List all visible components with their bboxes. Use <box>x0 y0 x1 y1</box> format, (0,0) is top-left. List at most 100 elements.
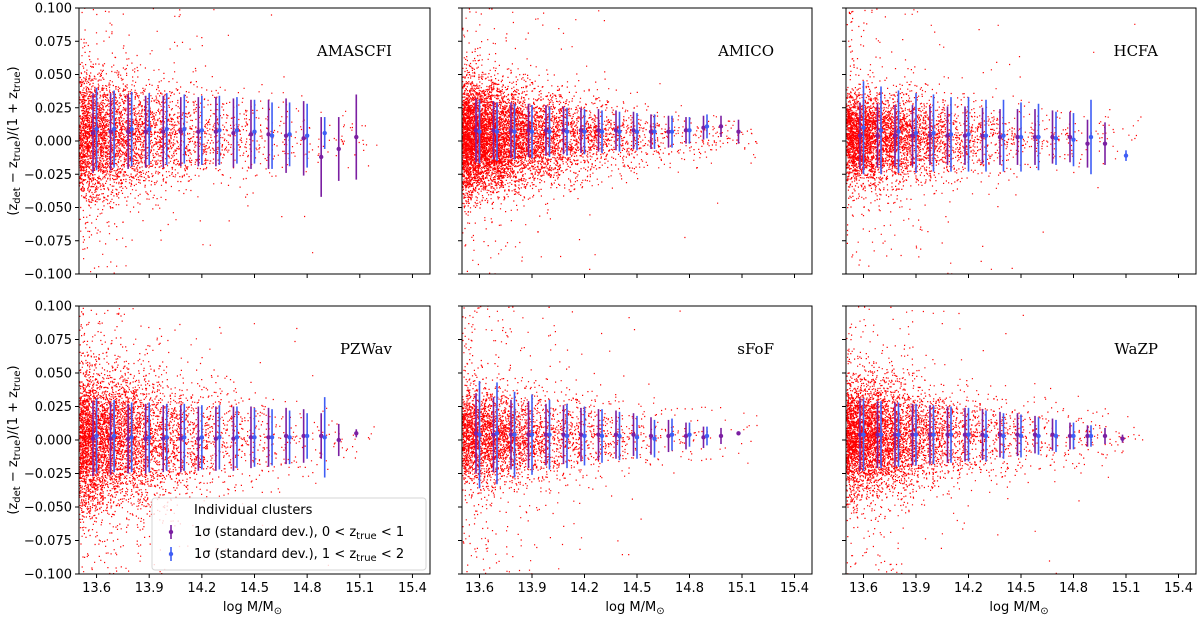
data-point <box>913 130 919 136</box>
x-axis-label: log M/M⊙ <box>223 600 282 617</box>
data-point <box>617 433 622 439</box>
y-tick-label: 0.025 <box>35 400 72 415</box>
data-point <box>896 432 901 437</box>
x-tick-label: 13.6 <box>849 581 878 596</box>
data-point <box>704 124 710 129</box>
data-point <box>1085 141 1090 146</box>
data-point <box>683 433 689 439</box>
data-point <box>980 432 985 437</box>
legend-marker-dot <box>170 509 172 511</box>
y-tick-label: 0.050 <box>35 367 72 382</box>
scatter-points <box>462 8 758 274</box>
data-point <box>473 431 479 436</box>
errorbar-series-low-z <box>857 102 1108 169</box>
data-point <box>1102 141 1108 146</box>
x-axis-label: log M/M⊙ <box>989 600 1048 617</box>
data-point <box>578 432 584 437</box>
scatter-points <box>846 8 1142 274</box>
data-point <box>231 130 236 136</box>
scatter-points <box>79 8 378 274</box>
panel-title: PZWav <box>340 340 393 358</box>
data-point <box>301 136 306 141</box>
data-point <box>301 433 306 439</box>
x-tick-label: 13.6 <box>82 581 111 596</box>
data-point <box>494 431 500 436</box>
y-axis-label: (zdet − ztrue)/(1 + ztrue) <box>6 365 23 514</box>
data-point <box>494 129 500 134</box>
x-tick-label: 14.2 <box>570 581 599 596</box>
data-point <box>910 133 915 138</box>
data-point <box>669 432 675 437</box>
data-point <box>861 432 866 437</box>
data-point <box>910 432 915 437</box>
x-tick-label: 14.2 <box>187 581 216 596</box>
data-point <box>582 129 587 134</box>
data-point <box>266 132 271 137</box>
x-tick-label: 14.5 <box>623 581 652 596</box>
data-point <box>196 436 201 441</box>
data-point <box>1067 433 1073 439</box>
x-tick-label: 15.1 <box>1112 581 1141 596</box>
y-tick-label: 0.075 <box>35 35 72 50</box>
y-tick-label: 0.100 <box>35 2 72 17</box>
data-point <box>318 433 324 439</box>
data-point <box>283 133 289 138</box>
data-point <box>125 436 131 441</box>
data-point <box>178 436 183 441</box>
errorbar-series-low-z <box>473 98 741 163</box>
data-point <box>1053 433 1059 439</box>
x-tick-label: 14.8 <box>1059 581 1088 596</box>
legend-entry-label: Individual clusters <box>194 503 313 518</box>
y-tick-label: −0.025 <box>24 467 72 482</box>
data-point <box>248 132 254 137</box>
data-point <box>582 433 587 439</box>
data-point <box>1018 433 1024 439</box>
y-tick-label: −0.050 <box>24 201 72 216</box>
data-point <box>322 130 327 136</box>
data-point <box>1071 433 1076 439</box>
data-point <box>199 128 205 133</box>
data-point <box>1032 432 1038 437</box>
data-point <box>1001 133 1006 138</box>
x-tick-label: 15.1 <box>345 581 374 596</box>
data-point <box>354 431 359 436</box>
data-point <box>599 129 605 134</box>
data-point <box>648 129 654 134</box>
data-point <box>1120 436 1125 441</box>
data-point <box>701 435 706 440</box>
data-point <box>543 128 549 133</box>
data-point <box>217 128 222 133</box>
data-point <box>164 435 169 440</box>
data-point <box>966 132 971 137</box>
x-axis-label: log M/M⊙ <box>605 600 664 617</box>
x-tick-label: 14.8 <box>293 581 322 596</box>
panel-amico: AMICO <box>458 7 813 278</box>
data-point <box>1018 134 1024 140</box>
y-tick-label: 0.025 <box>35 101 72 116</box>
panel-pzwav: 13.6 13.9 14.2 14.5 14.8 15.1 15.4 −0.100 −0.075… <box>6 300 431 617</box>
x-tick-label: 15.4 <box>1164 581 1193 596</box>
data-point <box>596 128 601 133</box>
x-tick-label: 14.5 <box>1007 581 1036 596</box>
data-point <box>997 134 1003 140</box>
data-point <box>526 432 531 437</box>
x-tick-label: 13.9 <box>902 581 931 596</box>
data-point <box>564 433 570 439</box>
errorbar-series-low-z <box>857 398 1125 471</box>
data-point <box>143 436 148 441</box>
panel-title: WaZP <box>1114 340 1158 358</box>
data-point <box>945 133 950 138</box>
scatter-individual-clusters <box>846 306 1144 574</box>
data-point <box>948 132 954 137</box>
data-point <box>512 432 517 437</box>
data-point <box>287 132 292 137</box>
data-point <box>613 128 619 133</box>
data-point <box>631 128 636 133</box>
data-point <box>564 129 570 134</box>
errorbar-series-low-z <box>473 393 741 474</box>
panel-title: HCFA <box>1114 42 1159 60</box>
y-tick-label: 0.000 <box>35 135 72 150</box>
panel-sfof: 13.6 13.9 14.2 14.5 14.8 15.1 15.4 sFoF log M/M⊙ <box>458 305 813 617</box>
data-point <box>147 435 152 440</box>
data-point <box>1088 433 1094 439</box>
